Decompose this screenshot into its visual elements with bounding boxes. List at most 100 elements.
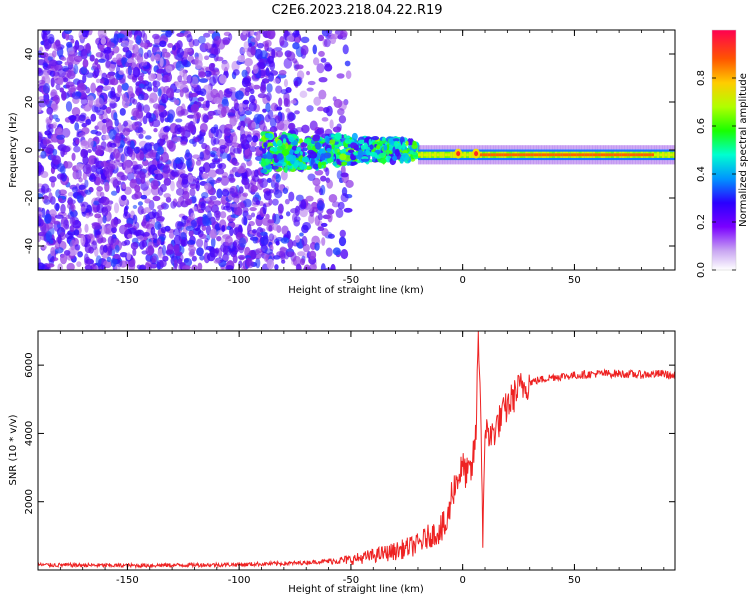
heat-tone-core: [460, 153, 464, 157]
heat-blob: [152, 80, 161, 88]
heat-tone-core: [546, 153, 550, 157]
heat-blob: [137, 93, 145, 101]
heat-blob: [85, 42, 91, 54]
heat-blob: [137, 205, 145, 215]
heat-blob: [218, 74, 227, 84]
heat-blob: [254, 48, 263, 60]
heat-tone-core: [439, 153, 443, 157]
heat-blob: [147, 81, 152, 90]
heat-tone-core: [662, 153, 666, 157]
heat-blob: [347, 149, 355, 154]
heat-blob: [185, 149, 190, 158]
heat-blob: [216, 188, 223, 199]
heat-blob: [177, 110, 186, 116]
heat-blob: [196, 247, 204, 257]
heat-blob: [265, 133, 273, 139]
heat-blob: [302, 243, 310, 253]
heat-blob: [247, 42, 253, 48]
heat-blob: [65, 81, 75, 87]
spectrogram-heatmap: [38, 30, 675, 270]
heat-blob: [68, 87, 77, 93]
heat-blob: [156, 209, 163, 219]
heat-blob: [266, 30, 276, 40]
heat-blob: [82, 73, 87, 84]
heat-blob: [90, 82, 97, 94]
heat-tone-core: [651, 153, 655, 157]
heat-blob: [87, 148, 92, 154]
heat-blob: [80, 97, 89, 106]
heat-blob: [55, 203, 60, 212]
heat-blob: [202, 114, 209, 123]
heat-blob: [95, 78, 101, 84]
heat-blob: [281, 225, 289, 235]
heat-blob: [124, 166, 134, 175]
heat-blob: [242, 30, 247, 36]
heat-tone-core: [656, 153, 660, 157]
heat-blob: [320, 184, 326, 196]
heat-tone-core: [584, 153, 588, 157]
heat-blob: [129, 179, 137, 189]
spectrogram-x-axis-label: Height of straight line (km): [288, 285, 424, 296]
heat-blob: [213, 96, 222, 104]
heat-blob: [204, 70, 212, 77]
heat-tone-core: [519, 153, 523, 157]
heat-tone-core: [487, 153, 491, 157]
heat-blob: [186, 157, 193, 169]
heat-blob: [198, 166, 206, 173]
x-tick-label: 0: [459, 275, 465, 286]
heat-blob: [100, 37, 107, 45]
heat-blob: [130, 242, 139, 250]
heat-blob: [285, 108, 291, 113]
heat-tone-core: [645, 153, 649, 157]
heat-blob: [312, 179, 321, 184]
heat-blob: [120, 194, 127, 201]
heat-blob: [179, 173, 188, 179]
heat-blob: [101, 124, 107, 135]
heat-blob: [107, 235, 115, 246]
heat-blob: [222, 254, 230, 261]
heat-blob: [223, 205, 232, 211]
heat-blob: [58, 197, 63, 203]
heat-tone-core: [632, 153, 636, 157]
heat-blob: [228, 86, 236, 92]
heat-blob: [212, 200, 222, 206]
heat-blob: [317, 161, 322, 169]
heat-tone-core: [417, 153, 421, 157]
heat-blob: [300, 258, 305, 266]
heat-blob: [38, 231, 47, 237]
heat-blob: [351, 132, 358, 141]
heat-blob: [173, 234, 182, 246]
heat-blob: [157, 223, 162, 230]
heat-blob: [90, 164, 98, 173]
heat-blob: [66, 41, 73, 48]
heat-blob: [286, 51, 296, 61]
heat-blob: [334, 132, 342, 140]
heat-blob: [82, 30, 89, 38]
heat-blob: [41, 207, 46, 218]
heat-blob: [230, 203, 240, 208]
heat-blob: [53, 220, 61, 225]
heat-blob: [131, 166, 137, 175]
heat-blob: [276, 153, 284, 161]
heat-blob: [266, 258, 275, 270]
heat-blob: [232, 254, 238, 264]
heat-blob: [78, 177, 83, 183]
heat-blob: [100, 191, 105, 198]
heat-blob: [296, 146, 302, 152]
heat-blob: [261, 78, 270, 84]
heat-blob: [65, 101, 73, 112]
heat-blob: [42, 61, 48, 70]
heat-blob: [300, 36, 310, 44]
heat-blob: [338, 236, 347, 247]
heat-blob: [195, 180, 200, 192]
heat-blob: [288, 191, 295, 202]
heat-blob: [392, 154, 398, 162]
heat-blob: [106, 163, 116, 171]
heat-blob: [299, 208, 308, 218]
heat-blob: [193, 114, 198, 125]
heat-blob: [266, 177, 272, 183]
heat-blob: [65, 214, 71, 220]
heat-blob: [224, 235, 233, 246]
heat-blob: [96, 186, 103, 192]
heat-blob: [380, 158, 387, 164]
